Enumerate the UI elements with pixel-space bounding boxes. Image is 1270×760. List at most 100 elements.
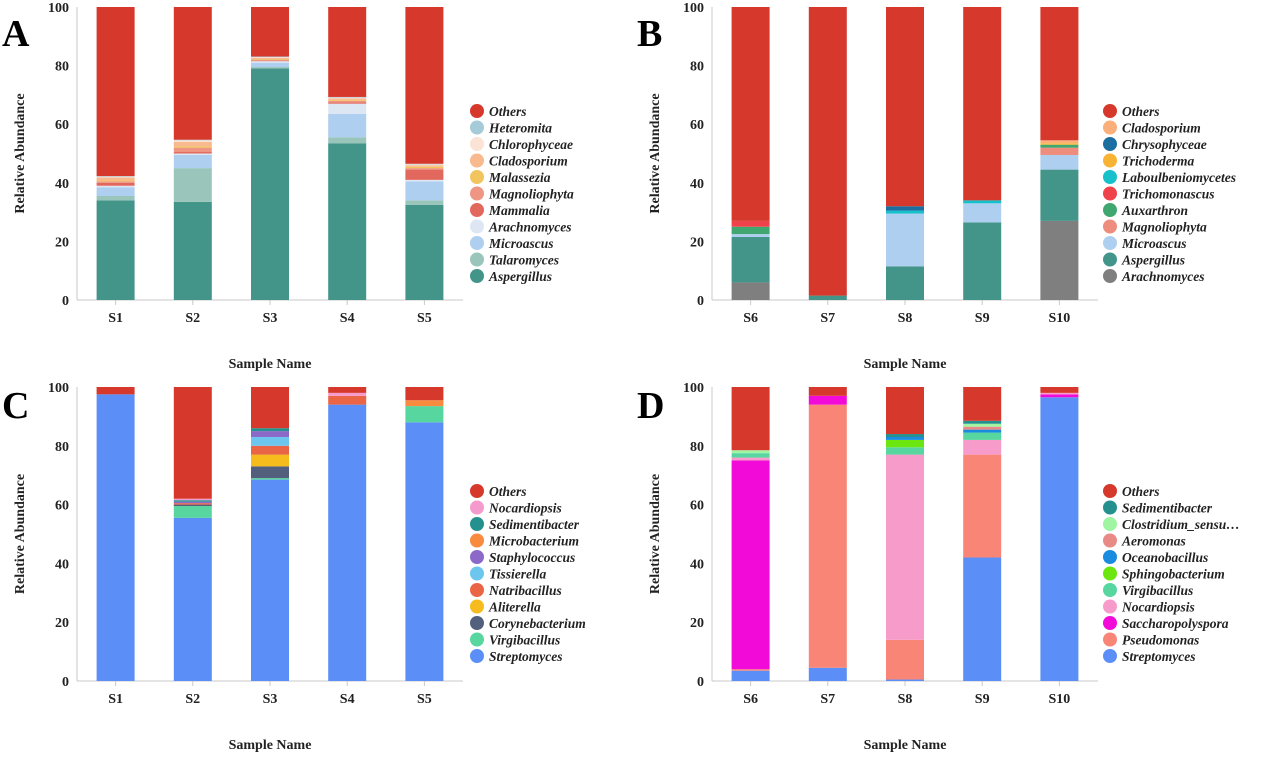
legend-marker [470,500,484,515]
legend-item: Streptomyces [1103,649,1196,664]
panel-c: C 0 20 40 60 80 100 S1 S2 S3 S4 S5 Sample Name Relati… [2,381,586,753]
bar-segment [251,67,289,69]
bar-segment [173,146,212,148]
bar-segment [251,61,289,63]
y-tick-label: 40 [55,557,69,572]
bar-segment [251,478,289,480]
legend-marker [470,583,484,597]
legend-item: Aeromonas [1103,533,1186,549]
bar-segment [173,501,212,504]
legend-item: Microascus [1103,236,1187,251]
bar-segment [251,466,289,479]
panel-letter: C [2,385,29,427]
bar-segment [1040,154,1079,170]
bar-segment [251,59,289,61]
bar-stack-s8 [886,7,924,300]
bar-segment [731,387,770,451]
panel-b: B 0 20 40 60 80 100 S6 S7 S8 S9 S10 Sample Name Relat… [637,1,1236,372]
y-axis-title: Relative Abundance [648,474,663,594]
y-tick-label: 20 [690,235,704,250]
legend-item: Trichomonascus [1103,186,1215,202]
bar-segment [963,387,1002,421]
bar-segment [328,113,367,138]
legend-item: Microbacterium [470,533,579,549]
legend-item: Others [1103,484,1160,499]
y-axis-title: Relative Abundance [648,93,663,213]
legend-marker [470,599,484,614]
bar-segment [173,147,212,153]
bar-segment [405,7,444,164]
legend-marker [1103,599,1117,614]
legend-item: Saccharopolyspora [1103,616,1229,631]
bar-segment [328,96,367,98]
legend-marker [1103,566,1117,581]
legend-item: Pseudomonas [1103,632,1199,648]
bar-segment [886,639,924,680]
legend-marker [1103,120,1117,135]
bar-segment [251,68,289,300]
legend-item: Natribacillus [470,583,562,598]
legend-label: Auxarthron [1121,203,1188,218]
panel-letter: B [637,13,662,55]
bar-stack-s5 [405,7,444,300]
legend-marker [470,566,484,581]
legend-label: Streptomyces [489,649,563,664]
bar-segment [405,200,444,205]
bar-segment [96,182,135,186]
legend-item: Streptomyces [470,649,563,664]
bar-segment [405,387,444,401]
y-tick-label: 60 [690,499,704,514]
bar-segment [96,200,135,300]
legend-marker [470,649,484,663]
bar-stack-s6 [731,7,770,300]
legend-marker [1103,484,1117,498]
x-tick-label: S2 [185,311,200,326]
bar-segment [963,557,1002,681]
legend-item: Arachnomyces [1103,269,1205,284]
bar-segment [1040,140,1079,144]
bar-segment [731,237,770,283]
bar-segment [96,7,135,177]
legend-label: Heteromita [488,121,552,136]
x-tick-label: S7 [820,692,835,707]
bar-segment [405,165,444,167]
bar-stack-s9 [963,7,1002,300]
bar-segment [886,679,924,681]
y-tick-label: 0 [62,294,69,309]
bar-stack-s4 [328,7,367,300]
bar-segment [328,137,367,144]
legend-marker [470,616,484,630]
bar-segment [808,404,847,668]
bar-segment [963,423,1002,427]
x-tick-label: S6 [743,311,758,326]
legend-item: Laboulbeniomycetes [1103,170,1236,185]
bar-segment [1040,143,1079,145]
y-tick-label: 0 [697,675,704,690]
y-tick-label: 100 [48,381,69,396]
bar-segment [328,143,367,300]
legend-label: Sphingobacterium [1122,567,1225,582]
x-tick-label: S3 [263,692,278,707]
legend-marker [1103,219,1117,234]
bar-segment [1040,392,1079,395]
bar-segment [251,60,289,61]
bar-segment [328,98,367,100]
legend-item: Aspergillus [1103,252,1185,268]
x-tick-label: S6 [743,692,758,707]
legend-item: Tissierella [470,566,546,582]
legend-label: Magnoliophyta [488,187,574,202]
legend-marker [470,269,484,283]
bar-segment [405,164,444,166]
x-tick-label: S5 [417,692,432,707]
x-tick-label: S9 [975,311,990,326]
legend-label: Cladosporium [1122,121,1201,136]
legend-item: Aliterella [470,599,541,615]
bar-segment [1040,147,1079,155]
bar-segment [251,479,289,681]
legend-label: Streptomyces [1122,649,1196,664]
legend-label: Sedimentibacter [1122,501,1213,516]
bar-segment [963,222,1002,300]
y-tick-label: 80 [690,440,704,455]
bar-segment [731,453,770,458]
